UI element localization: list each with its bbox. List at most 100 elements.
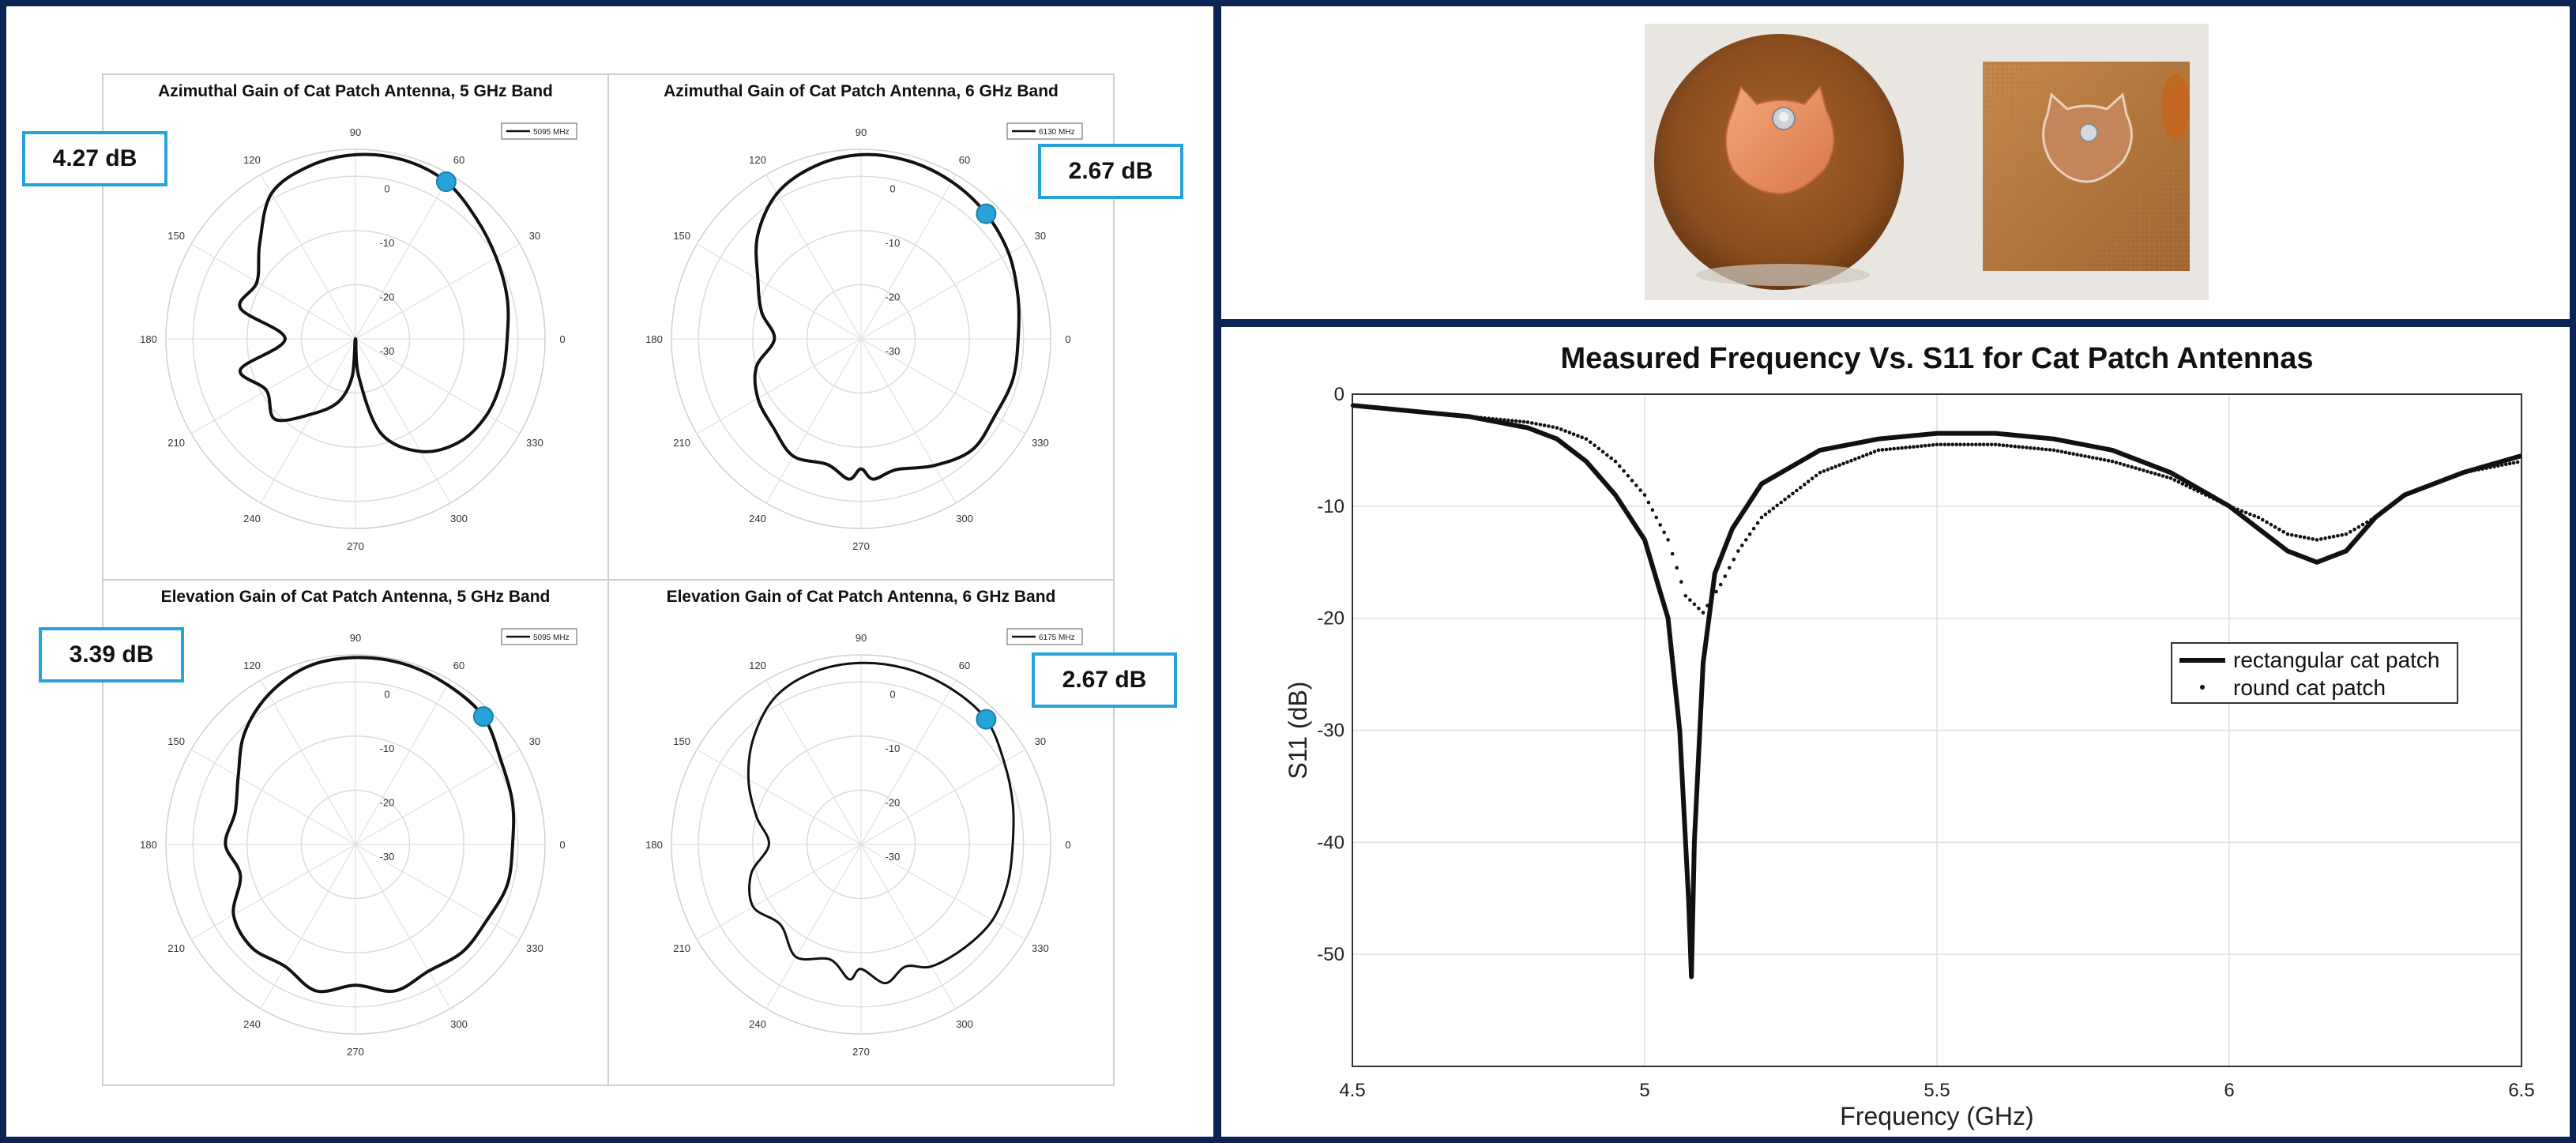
polar-angle-tick: 0 [1065, 839, 1070, 851]
round-patch-point [2336, 534, 2340, 538]
polar-angle-tick: 270 [347, 1046, 364, 1058]
polar-angle-tick: 30 [529, 230, 540, 242]
round-patch-point [1467, 415, 1472, 419]
polar-angle-tick: 210 [673, 437, 690, 449]
round-patch-point [1463, 414, 1468, 419]
round-patch-point [2248, 512, 2252, 517]
round-patch-point [2009, 444, 2013, 448]
round-patch-point [2430, 483, 2434, 487]
polar-angle-tick: 180 [645, 333, 663, 345]
round-patch-point [2504, 462, 2508, 467]
polar-angle-tick: 90 [350, 632, 361, 644]
round-patch-point [1970, 442, 1974, 447]
round-patch-point [2091, 456, 2095, 460]
polar-angle-tick: 240 [749, 513, 766, 525]
polar-spoke [355, 844, 521, 940]
round-patch-point [1596, 446, 1601, 451]
round-patch-point [1416, 409, 1421, 414]
round-patch-point [2236, 507, 2239, 512]
round-patch-point [1927, 443, 1931, 448]
round-patch-point [2029, 446, 2033, 450]
round-patch-point [1390, 407, 1393, 412]
round-patch-point [2001, 443, 2006, 448]
polar-legend-box [501, 122, 577, 140]
round-patch-point [1916, 444, 1920, 449]
polar-angle-tick: 150 [167, 735, 185, 747]
round-patch-point [2406, 491, 2411, 496]
round-patch-point [1787, 494, 1791, 498]
round-patch-point [1589, 440, 1593, 445]
polar-radial-tick: -30 [380, 345, 395, 357]
round-patch-point [2438, 479, 2442, 483]
round-patch-point [1759, 515, 1764, 520]
legend-label-rectangular: rectangular cat patch [2233, 648, 2440, 672]
polar-legend-box [1006, 122, 1083, 140]
round-patch-point [1795, 488, 1799, 493]
round-patch-point [2239, 509, 2244, 513]
polar-legend-label: 6130 MHz [1039, 128, 1075, 137]
y-tick-label: -20 [1317, 608, 1344, 630]
round-patch-point [2071, 452, 2075, 456]
round-patch-point [1499, 417, 1502, 422]
round-patch-point [2465, 470, 2469, 474]
round-patch-point [2382, 509, 2386, 513]
polar-angle-tick: 60 [959, 660, 970, 671]
s11-chart-panel: Measured Frequency Vs. S11 for Cat Patch… [1221, 327, 2570, 1137]
round-patch-point [2192, 487, 2196, 491]
round-patch-point [1884, 447, 1889, 452]
round-patch-point [2164, 475, 2169, 479]
round-patch-point [2394, 499, 2398, 504]
round-patch-point [1593, 443, 1596, 448]
round-patch-point [1705, 603, 1709, 607]
round-patch-point [1974, 442, 1978, 447]
round-patch-point [2122, 463, 2127, 467]
polar-angle-tick: 330 [526, 437, 543, 449]
round-patch-point [2176, 479, 2181, 484]
polar-angle-tick: 210 [167, 437, 185, 449]
round-patch-point [2243, 510, 2248, 515]
round-patch-point [1880, 448, 1885, 452]
round-patch-point [1868, 451, 1873, 455]
round-patch-point [2331, 535, 2336, 539]
round-patch-point [1791, 491, 1795, 496]
polar-angle-tick: 330 [1032, 942, 1049, 954]
round-patch-point [1942, 442, 1947, 447]
round-patch-point [2215, 498, 2220, 502]
round-patch-point [2488, 465, 2492, 469]
polar-radial-tick: -10 [886, 237, 901, 249]
polar-radial-tick: -10 [380, 743, 395, 754]
polar-spoke [260, 338, 356, 504]
polar-angle-tick: 120 [243, 660, 261, 671]
round-patch-point [1584, 437, 1589, 441]
round-patch-point [2098, 457, 2103, 461]
round-patch-point [2281, 530, 2285, 534]
round-patch-point [1666, 538, 1670, 542]
round-patch-point [1405, 408, 1409, 413]
round-patch-point [1374, 405, 1378, 410]
round-patch-point [1923, 443, 1927, 448]
polar-spoke [355, 338, 451, 504]
polar-angle-tick: 0 [559, 333, 565, 345]
polar-spoke [765, 338, 862, 504]
round-patch-point [1506, 418, 1510, 423]
round-patch-point [1966, 442, 1970, 447]
round-patch-point [2476, 468, 2480, 472]
callout-azimuth-5ghz: 4.27 dB [22, 131, 167, 186]
round-patch-point [2208, 494, 2212, 499]
round-patch-point [1530, 421, 1534, 425]
round-patch-point [1452, 413, 1456, 417]
round-patch-point [1892, 446, 1896, 451]
polar-radial-tick: -20 [380, 796, 395, 808]
round-patch-point [1679, 580, 1683, 584]
round-patch-point [2204, 493, 2208, 497]
polar-angle-tick: 60 [453, 154, 464, 166]
round-patch-point [2340, 533, 2344, 537]
polar-spoke [190, 338, 356, 434]
polar-angle-tick: 150 [673, 735, 690, 747]
round-patch-point [1354, 404, 1359, 408]
round-patch-point [2025, 446, 2029, 449]
round-patch-point [1837, 463, 1841, 468]
polar-angle-tick: 300 [956, 1018, 973, 1030]
callout-elevation-6ghz: 2.67 dB [1032, 652, 1177, 708]
polar-angle-tick: 180 [140, 333, 157, 345]
